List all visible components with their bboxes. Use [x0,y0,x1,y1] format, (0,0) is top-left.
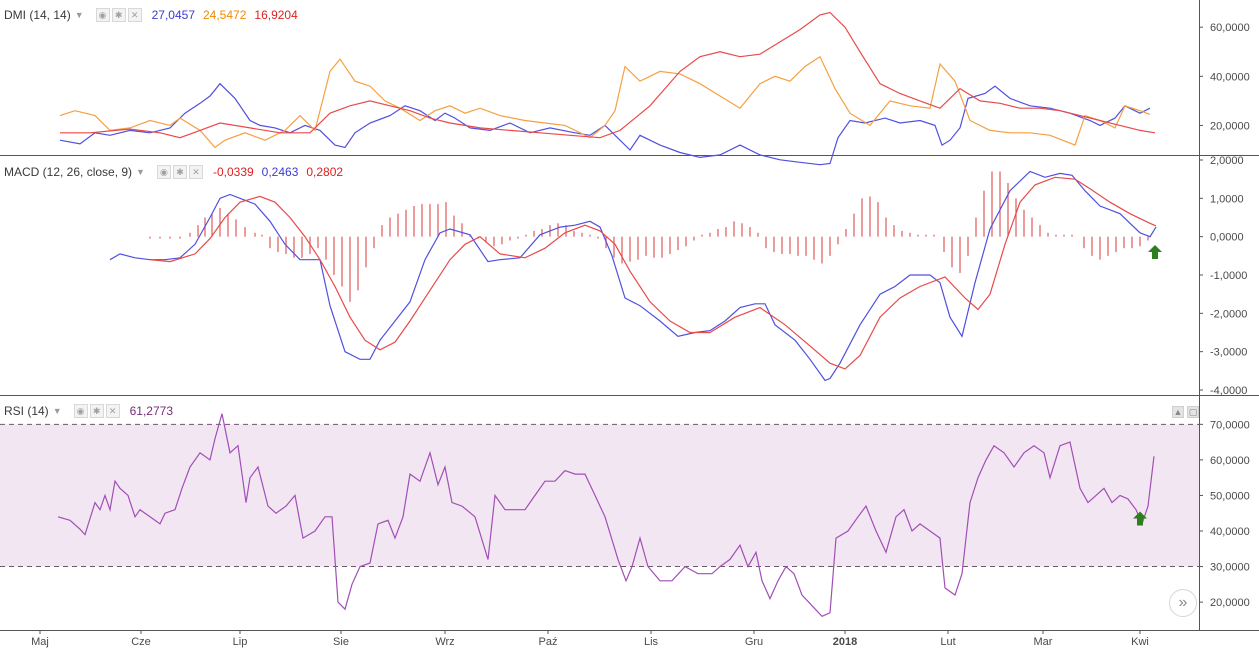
x-tick-label: 2018 [833,636,857,648]
series-line [149,176,1157,370]
close-icon[interactable]: ✕ [105,404,120,418]
rsi-band [0,424,1199,567]
y-tick-label: 30,0000 [1210,562,1250,574]
rsi-title: RSI (14) [4,404,49,418]
x-tick-label: Lut [940,636,955,648]
y-tick-label: 40,0000 [1210,526,1250,538]
x-tick-label: Gru [745,636,763,648]
dmi-plus-value: 27,0457 [151,8,195,22]
close-icon[interactable]: ✕ [127,8,142,22]
y-tick-label: -2,0000 [1210,308,1247,320]
dmi-title: DMI (14, 14) [4,8,71,22]
y-tick-label: 20,0000 [1210,597,1250,609]
arrow-up-icon [1148,245,1162,259]
arrow-up-icon [1133,511,1147,526]
pane-move-up-icon[interactable]: ▲ [1172,406,1184,418]
x-tick-label: Maj [31,636,49,648]
y-tick-label: 2,0000 [1210,155,1244,167]
x-tick-label: Mar [1034,636,1053,648]
y-tick-label: 40,0000 [1210,71,1250,83]
rsi-value: 61,2773 [129,404,173,418]
series-line [59,55,1151,149]
close-icon[interactable]: ✕ [188,165,203,179]
rsi-dropdown-icon[interactable]: ▼ [52,406,62,416]
double-chevron-right-icon[interactable]: » [1169,589,1197,617]
y-tick-label: 60,0000 [1210,22,1250,34]
y-tick-label: 1,0000 [1210,193,1244,205]
macd-legend: MACD (12, 26, close, 9) ▼ ◉ ✱ ✕ -0,0339 … [4,165,345,179]
series-line [60,11,1156,139]
gear-icon[interactable]: ✱ [89,404,104,418]
y-tick-label: -4,0000 [1210,385,1247,397]
x-tick-label: Sie [333,636,349,648]
gear-icon[interactable]: ✱ [172,165,187,179]
macd-dropdown-icon[interactable]: ▼ [136,167,145,177]
series-line [109,170,1157,382]
macd-title: MACD (12, 26, close, 9) [4,165,133,179]
y-tick-label: 70,0000 [1210,419,1250,431]
x-tick-label: Cze [131,636,151,648]
eye-icon[interactable]: ◉ [156,165,171,179]
dmi-legend: DMI (14, 14) ▼ ◉ ✱ ✕ 27,0457 24,5472 16,… [4,8,300,22]
x-tick-label: Lis [644,636,659,648]
y-tick-label: 60,0000 [1210,455,1250,467]
macd-line-value: 0,2463 [261,165,299,179]
x-tick-label: Paź [539,636,558,648]
y-tick-label: 0,0000 [1210,232,1244,244]
x-tick-label: Kwi [1131,636,1149,648]
series-line [57,413,1155,618]
eye-icon[interactable]: ◉ [73,404,88,418]
x-tick-label: Lip [233,636,248,648]
macd-histogram-value: -0,0339 [212,165,254,179]
rsi-legend: RSI (14) ▼ ◉ ✱ ✕ 61,2773 [4,404,175,418]
dmi-minus-value: 24,5472 [203,8,247,22]
y-tick-label: 50,0000 [1210,490,1250,502]
dmi-dropdown-icon[interactable]: ▼ [74,10,84,20]
y-tick-label: -3,0000 [1210,347,1247,359]
adx-value: 16,9204 [254,8,298,22]
x-tick-label: Wrz [435,636,454,648]
pane-maximize-icon[interactable]: ▢ [1187,406,1199,418]
eye-icon[interactable]: ◉ [95,8,110,22]
y-tick-label: 20,0000 [1210,120,1250,132]
macd-signal-value: 0,2802 [306,165,344,179]
series-line [59,82,1151,166]
y-tick-label: -1,0000 [1210,270,1247,282]
gear-icon[interactable]: ✱ [111,8,126,22]
